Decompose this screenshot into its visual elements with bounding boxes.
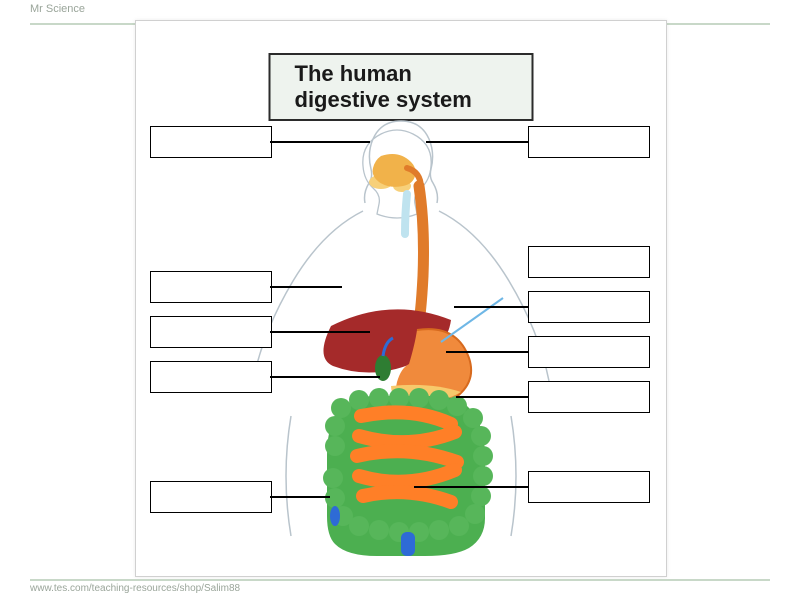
label-box-l1[interactable] <box>150 126 272 158</box>
label-box-r4[interactable] <box>528 336 650 368</box>
lead-r6 <box>414 486 528 488</box>
label-box-r1[interactable] <box>528 126 650 158</box>
digestive-system-diagram <box>231 116 571 566</box>
label-box-l4[interactable] <box>150 361 272 393</box>
lead-r5 <box>456 396 528 398</box>
label-box-l2[interactable] <box>150 271 272 303</box>
label-box-r6[interactable] <box>528 471 650 503</box>
footer-url: www.tes.com/teaching-resources/shop/Sali… <box>30 583 240 594</box>
lead-r3 <box>454 306 528 308</box>
worksheet-page: { "header": { "author": "Mr Science" }, … <box>0 0 800 600</box>
label-box-r3[interactable] <box>528 291 650 323</box>
author-label: Mr Science <box>30 3 85 15</box>
lead-l4 <box>270 376 380 378</box>
lead-l2 <box>270 286 342 288</box>
worksheet-sheet: The human digestive system <box>135 20 667 577</box>
lead-l3 <box>270 331 370 333</box>
label-box-r2[interactable] <box>528 246 650 278</box>
label-box-l5[interactable] <box>150 481 272 513</box>
label-box-r5[interactable] <box>528 381 650 413</box>
lead-l1 <box>270 141 370 143</box>
lead-r1 <box>426 141 528 143</box>
label-box-l3[interactable] <box>150 316 272 348</box>
page-footer: www.tes.com/teaching-resources/shop/Sali… <box>30 579 770 594</box>
lead-l5 <box>270 496 330 498</box>
diagram-title: The human digestive system <box>269 53 534 121</box>
lead-r4 <box>446 351 528 353</box>
